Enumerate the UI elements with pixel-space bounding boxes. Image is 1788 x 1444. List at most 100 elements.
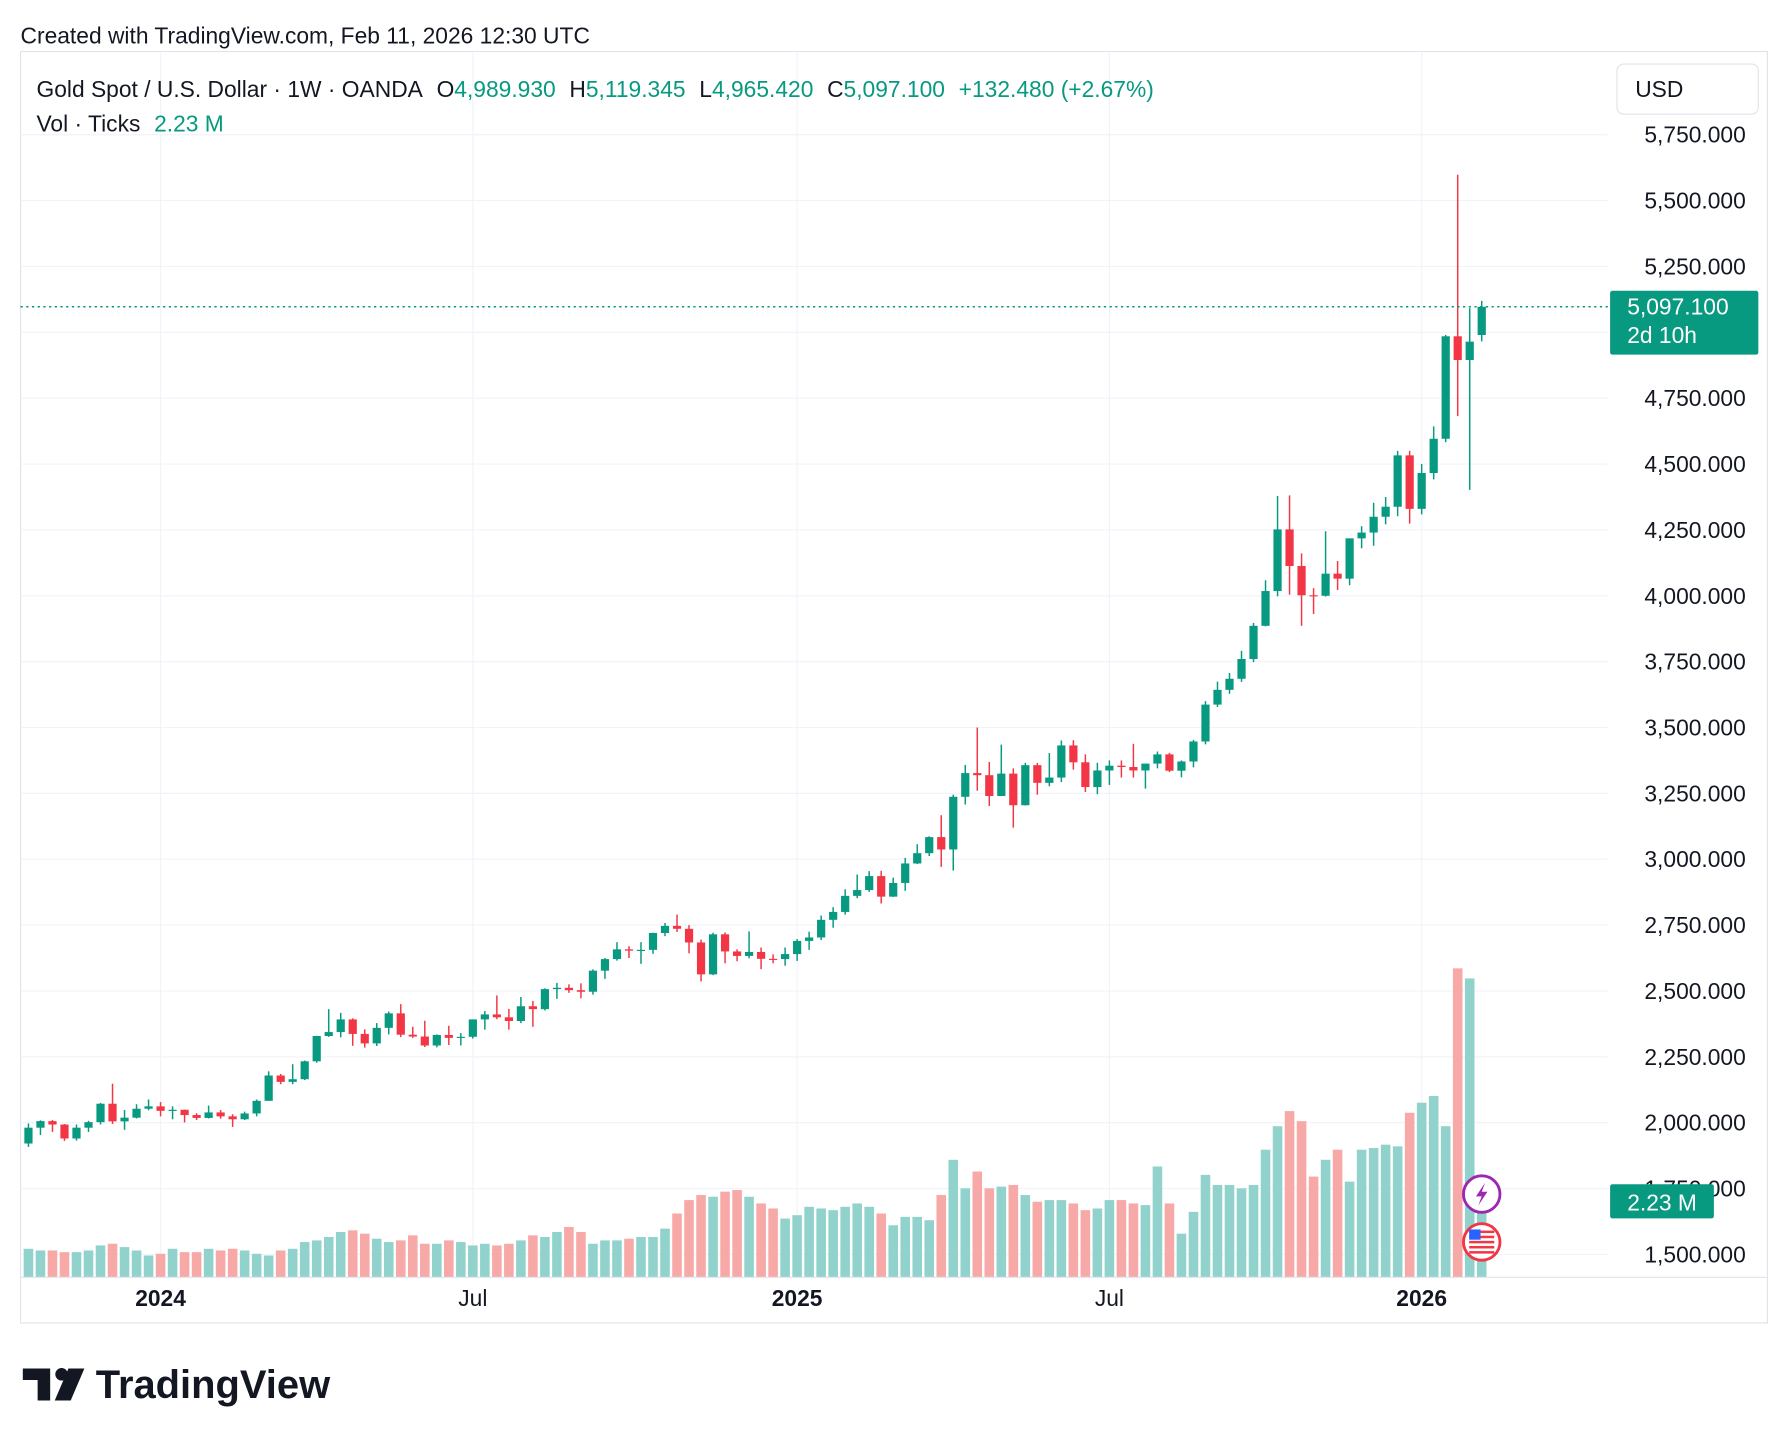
candle-body: [805, 937, 814, 941]
y-tick-label: 4,000.000: [1644, 583, 1745, 609]
y-tick-label: 3,000.000: [1644, 846, 1745, 872]
volume-bar: [996, 1186, 1007, 1278]
candle-body: [1261, 591, 1270, 626]
volume-bar: [888, 1225, 898, 1278]
volume-bar: [624, 1238, 634, 1278]
volume-bar: [107, 1243, 118, 1278]
y-tick-label: 3,250.000: [1644, 780, 1745, 806]
candle-body: [756, 951, 766, 959]
y-tick-label: 5,500.000: [1644, 188, 1745, 214]
candle-body: [1453, 336, 1462, 360]
candle-body: [576, 990, 586, 992]
volume-bar: [516, 1240, 526, 1278]
volume-bar: [1092, 1208, 1103, 1278]
credit: Created with TradingView.com, Feb 11, 20…: [21, 23, 590, 49]
candle-body: [1141, 763, 1150, 771]
candle-body: [312, 1036, 321, 1062]
candle-body: [504, 1017, 513, 1021]
volume-bar: [1260, 1149, 1271, 1278]
candle-body: [949, 796, 958, 850]
volume-bar: [1236, 1188, 1247, 1278]
candle-body: [600, 959, 610, 971]
volume-bar: [1248, 1184, 1259, 1278]
candle-body: [588, 970, 598, 992]
volume-bar: [143, 1255, 154, 1278]
volume-bar: [347, 1230, 358, 1278]
candle-body: [1417, 473, 1426, 509]
volume-bar: [708, 1196, 718, 1278]
volume-bar: [1356, 1149, 1367, 1278]
volume-bar: [768, 1208, 778, 1278]
candle-body: [877, 876, 886, 897]
volume-bar: [251, 1253, 262, 1278]
ohlc-value: 4,965.420: [712, 76, 813, 102]
candle-body: [961, 773, 970, 797]
candle-body: [648, 933, 658, 950]
last-price-badge: [1610, 290, 1759, 355]
candle-body: [432, 1034, 441, 1046]
candle-body: [1465, 341, 1474, 360]
volume-bar: [672, 1213, 682, 1278]
y-tick-label: 2,250.000: [1644, 1044, 1745, 1070]
candle-body: [1333, 573, 1342, 579]
volume-bar: [155, 1253, 166, 1278]
candle-body: [684, 928, 694, 943]
candle-body: [1321, 573, 1330, 596]
candle-body: [516, 1006, 525, 1021]
volume-bar: [696, 1195, 706, 1278]
candle-body: [204, 1112, 213, 1118]
volume-bar: [744, 1196, 754, 1278]
candle-body: [1369, 516, 1378, 533]
symbol-title: Gold Spot / U.S. Dollar · 1W · OANDA: [36, 76, 423, 102]
volume-bar: [636, 1237, 646, 1278]
ohlc-key: C: [827, 76, 843, 102]
candle-body: [1213, 689, 1222, 705]
candle-body: [1357, 532, 1366, 539]
candle-body: [348, 1019, 357, 1034]
currency[interactable]: USD: [1635, 76, 1683, 102]
candle-body: [60, 1124, 69, 1139]
volume-bar: [840, 1206, 850, 1278]
candle-body: [1057, 745, 1066, 778]
logo-mark: [54, 1368, 85, 1401]
volume-bar: [1032, 1201, 1043, 1278]
ohlc-value: 4,989.930: [454, 76, 555, 102]
candle-body: [1345, 538, 1354, 579]
volume-pane: [23, 968, 1487, 1278]
volume-bar: [167, 1248, 178, 1278]
candle-body: [1285, 529, 1294, 567]
x-tick-label: 2024: [135, 1285, 186, 1311]
candle-body: [1117, 765, 1126, 768]
candle-body: [264, 1075, 273, 1101]
candle-body: [48, 1121, 57, 1125]
candle-body: [913, 853, 922, 864]
volume-bar: [1416, 1102, 1427, 1278]
flag-canton: [1469, 1229, 1481, 1240]
currency-button[interactable]: [1616, 63, 1759, 115]
candle-body: [744, 951, 754, 956]
event-icon: [1476, 1182, 1488, 1206]
volume-bar: [432, 1243, 442, 1278]
volume-bar: [275, 1250, 286, 1278]
candle-body: [696, 942, 706, 975]
y-tick-label: 2,500.000: [1644, 978, 1745, 1004]
flag-stripe: [1469, 1235, 1495, 1239]
y-tick-label: 1,500.000: [1644, 1241, 1745, 1267]
candle-body: [853, 890, 862, 896]
volume-bar: [804, 1206, 814, 1278]
grid: [20, 51, 1608, 1278]
flag-stripe: [1469, 1251, 1495, 1254]
axes: 1,500.0001,750.0002,000.0002,250.0002,50…: [20, 122, 1768, 1311]
volume-bar: [492, 1245, 502, 1278]
volume-bar: [215, 1250, 226, 1278]
volume-bar: [1296, 1121, 1307, 1278]
chart-frame: [19, 50, 1769, 1324]
volume-bar: [1104, 1200, 1115, 1278]
candle-body: [36, 1121, 45, 1128]
candle-body: [408, 1034, 417, 1037]
candle-body: [1105, 765, 1114, 771]
candle-body: [865, 876, 874, 891]
volume-bar: [1464, 978, 1475, 1278]
volume-bar: [1428, 1095, 1439, 1278]
